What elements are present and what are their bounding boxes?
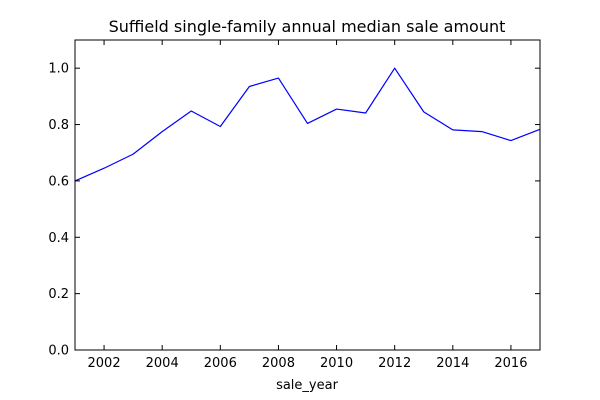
y-tick-label: 0.2 bbox=[48, 287, 69, 302]
chart-title: Suffield single-family annual median sal… bbox=[109, 17, 506, 36]
x-tick-label: 2016 bbox=[494, 356, 527, 371]
plot-frame bbox=[74, 39, 541, 351]
series-line bbox=[74, 67, 541, 182]
x-tick-label: 2014 bbox=[436, 356, 469, 371]
x-tick-label: 2012 bbox=[378, 356, 411, 371]
x-tick-label: 2008 bbox=[262, 356, 295, 371]
x-tick-label: 2004 bbox=[146, 356, 179, 371]
y-tick-label: 0.0 bbox=[48, 344, 69, 359]
x-tick-label: 2010 bbox=[320, 356, 353, 371]
y-tick-label: 0.6 bbox=[48, 174, 69, 189]
y-tick-label: 1.0 bbox=[48, 62, 69, 77]
x-tick-label: 2002 bbox=[88, 356, 121, 371]
x-axis-label: sale_year bbox=[276, 378, 339, 393]
plot-area: 2002 2004 2006 2008 2010 2012 2014 2016 0.0 0.2 0.… bbox=[48, 39, 541, 371]
x-tick-label: 2006 bbox=[204, 356, 237, 371]
y-tick-label: 0.8 bbox=[48, 118, 69, 133]
y-tick-label: 0.4 bbox=[48, 231, 69, 246]
